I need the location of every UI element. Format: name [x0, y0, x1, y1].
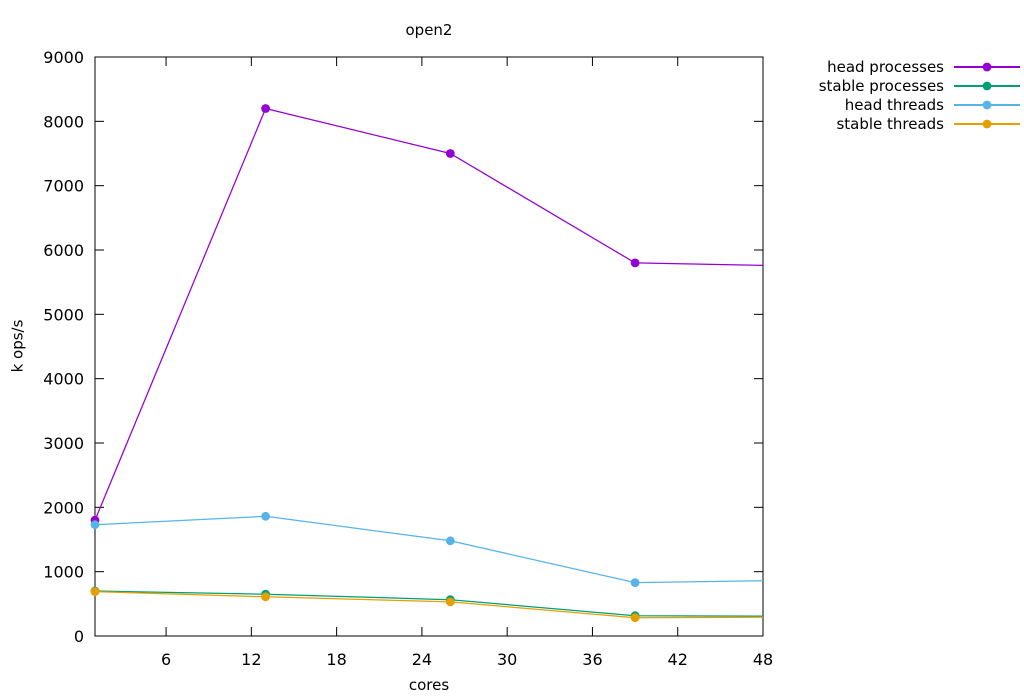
- y-tick-label: 5000: [43, 305, 84, 324]
- legend-label: stable processes: [818, 76, 944, 95]
- legend-item-head-threads: head threads: [819, 95, 1020, 114]
- x-tick-label: 36: [582, 650, 602, 669]
- y-tick-label: 9000: [43, 48, 84, 67]
- legend-sample: [954, 119, 1020, 128]
- legend-sample: [954, 81, 1020, 90]
- x-tick-label: 6: [161, 650, 171, 669]
- legend-marker-dot: [982, 119, 992, 128]
- x-tick-label: 24: [412, 650, 432, 669]
- series-point-stable-threads: [261, 592, 270, 602]
- series-point-head-threads: [261, 511, 270, 521]
- y-tick-label: 7000: [43, 177, 84, 196]
- legend-label: stable threads: [836, 114, 944, 133]
- legend-label: head threads: [844, 95, 944, 114]
- legend-sample: [954, 100, 1020, 109]
- legend-item-stable-processes: stable processes: [819, 76, 1020, 95]
- legend-item-stable-threads: stable threads: [819, 114, 1020, 133]
- series-line-head-processes: [94, 107, 764, 521]
- x-tick-label: 48: [753, 650, 773, 669]
- series-point-stable-threads: [630, 613, 640, 623]
- legend-item-head-processes: head processes: [819, 57, 1020, 76]
- series-point-stable-threads: [445, 597, 455, 607]
- y-tick-label: 1000: [43, 563, 84, 582]
- y-tick-label: 4000: [43, 370, 84, 389]
- x-tick-label: 42: [668, 650, 688, 669]
- series-point-stable-threads: [90, 587, 100, 596]
- series-point-head-threads: [630, 578, 640, 587]
- y-axis-label: k ops/s: [3, 56, 31, 636]
- x-tick-label: 12: [241, 650, 261, 669]
- chart-title: open2: [405, 21, 453, 39]
- y-tick-label: 6000: [43, 241, 84, 260]
- x-axis-label: cores: [408, 676, 450, 694]
- y-axis-label-text: k ops/s: [8, 319, 26, 373]
- legend: head processes stable processes head threa…: [819, 57, 1020, 133]
- series-point-head-threads: [445, 536, 455, 546]
- series-line-head-threads: [94, 515, 764, 584]
- x-tick-label: 18: [326, 650, 346, 669]
- series-point-head-processes: [630, 258, 640, 268]
- y-tick-label: 2000: [43, 498, 84, 517]
- x-tick-label: 30: [497, 650, 517, 669]
- plot-border: [94, 56, 764, 637]
- legend-marker-dot: [982, 100, 992, 109]
- y-tick-label: 3000: [43, 434, 84, 453]
- legend-sample: [954, 62, 1020, 71]
- series-line-stable-threads: [94, 590, 764, 619]
- series-point-head-processes: [445, 149, 455, 158]
- y-tick-label: 8000: [43, 112, 84, 131]
- series-point-head-processes: [261, 104, 270, 113]
- y-tick-label: 0: [74, 627, 84, 646]
- legend-marker-dot: [982, 62, 992, 71]
- series-point-head-threads: [90, 520, 100, 530]
- legend-marker-dot: [982, 81, 992, 90]
- legend-label: head processes: [827, 57, 944, 76]
